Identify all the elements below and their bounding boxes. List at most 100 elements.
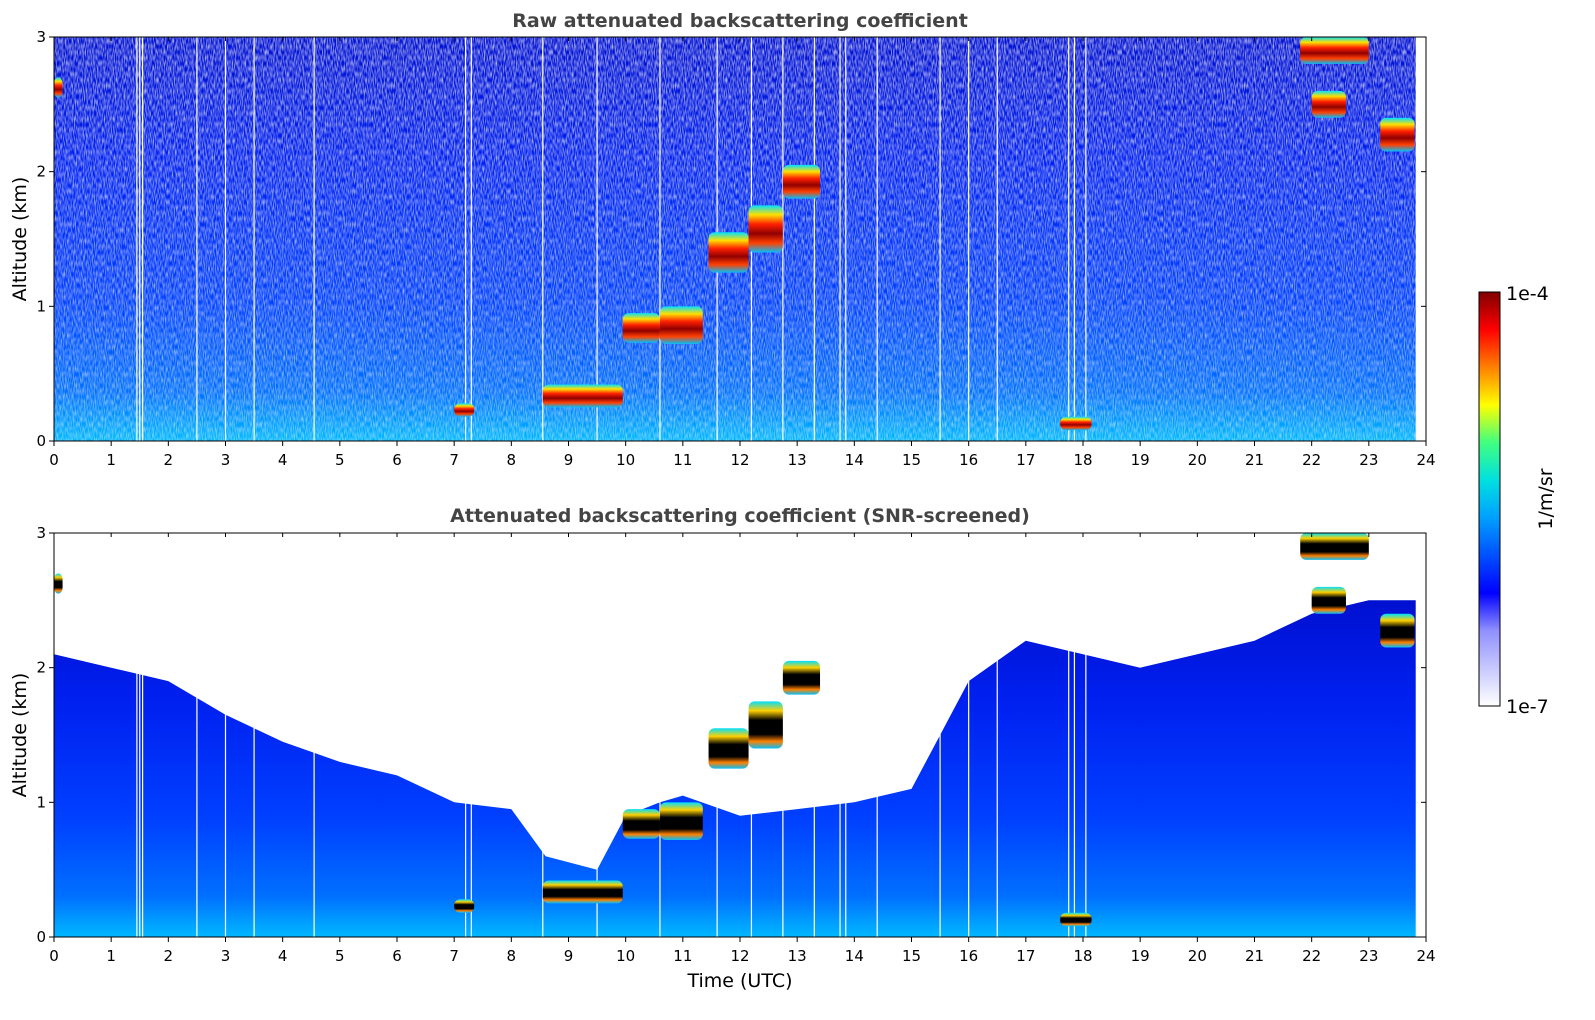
x-tick-label: 13	[788, 451, 807, 469]
raw-panel-title: Raw attenuated backscattering coefficien…	[512, 10, 968, 32]
colorbar-gradient	[1478, 291, 1501, 707]
x-tick-label: 9	[564, 947, 574, 965]
x-tick-label: 8	[507, 451, 517, 469]
cloud-layer	[1380, 117, 1415, 152]
y-tick-label: 3	[36, 28, 46, 46]
cloud-layer	[748, 701, 783, 749]
x-tick-label: 10	[616, 451, 635, 469]
snr-y-axis-label: Altitude (km)	[9, 673, 31, 798]
x-tick-label: 18	[1073, 947, 1092, 965]
x-tick-label: 14	[845, 947, 864, 965]
x-tick-label: 12	[730, 947, 749, 965]
x-tick-label: 1	[106, 947, 116, 965]
y-tick-label: 3	[36, 524, 46, 542]
x-tick-label: 24	[1416, 947, 1435, 965]
x-tick-label: 22	[1302, 947, 1321, 965]
x-tick-label: 24	[1416, 451, 1435, 469]
x-tick-label: 23	[1359, 451, 1378, 469]
cloud-layer	[1060, 416, 1092, 431]
x-tick-label: 20	[1188, 451, 1207, 469]
x-tick-label: 21	[1245, 451, 1264, 469]
x-tick-label: 4	[278, 451, 288, 469]
cloud-layer	[748, 205, 783, 253]
x-tick-label: 23	[1359, 947, 1378, 965]
snr-screened-panel: Attenuated backscattering coefficient (S…	[9, 505, 1436, 992]
colorbar-min-label: 1e-7	[1506, 696, 1549, 718]
cloud-layer	[542, 384, 623, 408]
x-tick-label: 12	[730, 451, 749, 469]
y-tick-label: 2	[36, 163, 46, 181]
cloud-layer	[1300, 37, 1369, 64]
x-tick-label: 0	[49, 947, 59, 965]
x-tick-label: 13	[788, 947, 807, 965]
x-tick-label: 4	[278, 947, 288, 965]
x-tick-label: 10	[616, 947, 635, 965]
x-tick-label: 19	[1131, 451, 1150, 469]
cloud-layer	[542, 880, 623, 904]
cloud-layer	[622, 809, 660, 839]
time-axis-label: Time (UTC)	[686, 970, 792, 992]
x-tick-label: 16	[959, 451, 978, 469]
cloud-layer	[1300, 533, 1369, 560]
x-tick-label: 15	[902, 451, 921, 469]
x-tick-label: 3	[221, 451, 231, 469]
cloud-layer	[454, 403, 475, 417]
x-tick-label: 17	[1016, 947, 1035, 965]
x-tick-label: 22	[1302, 451, 1321, 469]
x-tick-label: 5	[335, 451, 345, 469]
cloud-layer	[1311, 90, 1346, 118]
cloud-layer	[708, 232, 749, 273]
raw-data-gaps	[136, 37, 1426, 441]
x-tick-label: 21	[1245, 947, 1264, 965]
snr-data-gaps	[136, 533, 1426, 937]
x-tick-label: 2	[164, 947, 174, 965]
x-tick-label: 7	[449, 947, 459, 965]
raw-backscatter-panel: Raw attenuated backscattering coefficien…	[9, 10, 1436, 469]
snr-x-axis: 0 1 2 3 4 5 6 7 8 9 10 11 12 13 14 15 16 17 18 19 20 21 22 23 24	[49, 533, 1436, 965]
x-tick-label: 0	[49, 451, 59, 469]
cloud-layer	[54, 77, 63, 98]
raw-y-axis: 0 1 2 3	[36, 28, 1426, 450]
cloud-layer	[1060, 912, 1092, 927]
x-tick-label: 6	[392, 451, 402, 469]
x-tick-label: 19	[1131, 947, 1150, 965]
x-tick-label: 8	[507, 947, 517, 965]
no-data-region	[1415, 37, 1426, 441]
x-tick-label: 14	[845, 451, 864, 469]
cloud-layer	[54, 573, 63, 594]
cloud-layer	[454, 899, 475, 913]
x-tick-label: 15	[902, 947, 921, 965]
cloud-layer	[782, 164, 821, 199]
snr-y-axis: 0 1 2 3	[36, 524, 1426, 946]
x-tick-label: 7	[449, 451, 459, 469]
x-tick-label: 11	[673, 451, 692, 469]
x-tick-label: 18	[1073, 451, 1092, 469]
x-tick-label: 3	[221, 947, 231, 965]
x-tick-label: 17	[1016, 451, 1035, 469]
cloud-layer	[659, 802, 703, 841]
x-tick-label: 6	[392, 947, 402, 965]
snr-cloud-layers	[54, 533, 1415, 927]
colorbar-unit-label: 1/m/sr	[1535, 468, 1557, 529]
cloud-layer	[622, 313, 660, 343]
colorbar-max-label: 1e-4	[1506, 283, 1549, 305]
cloud-layer	[1380, 613, 1415, 648]
raw-cloud-layers	[54, 37, 1415, 431]
y-tick-label: 2	[36, 659, 46, 677]
cloud-layer	[708, 728, 749, 769]
x-tick-label: 11	[673, 947, 692, 965]
x-tick-label: 20	[1188, 947, 1207, 965]
cloud-layer	[659, 306, 703, 345]
colorbar: 1e-4 1e-7 1/m/sr	[1478, 283, 1557, 718]
raw-x-axis: 0 1 2 3 4 5 6 7 8 9 10 11 12 13 14 15 16 17 18 19 20 21 22 23 24	[49, 37, 1436, 469]
snr-panel-title: Attenuated backscattering coefficient (S…	[450, 505, 1030, 527]
raw-y-axis-label: Altitude (km)	[9, 177, 31, 302]
cloud-layer	[1311, 586, 1346, 614]
x-tick-label: 2	[164, 451, 174, 469]
x-tick-label: 16	[959, 947, 978, 965]
x-tick-label: 1	[106, 451, 116, 469]
x-tick-label: 5	[335, 947, 345, 965]
y-tick-label: 1	[36, 297, 46, 315]
snr-signal-region	[54, 600, 1418, 937]
